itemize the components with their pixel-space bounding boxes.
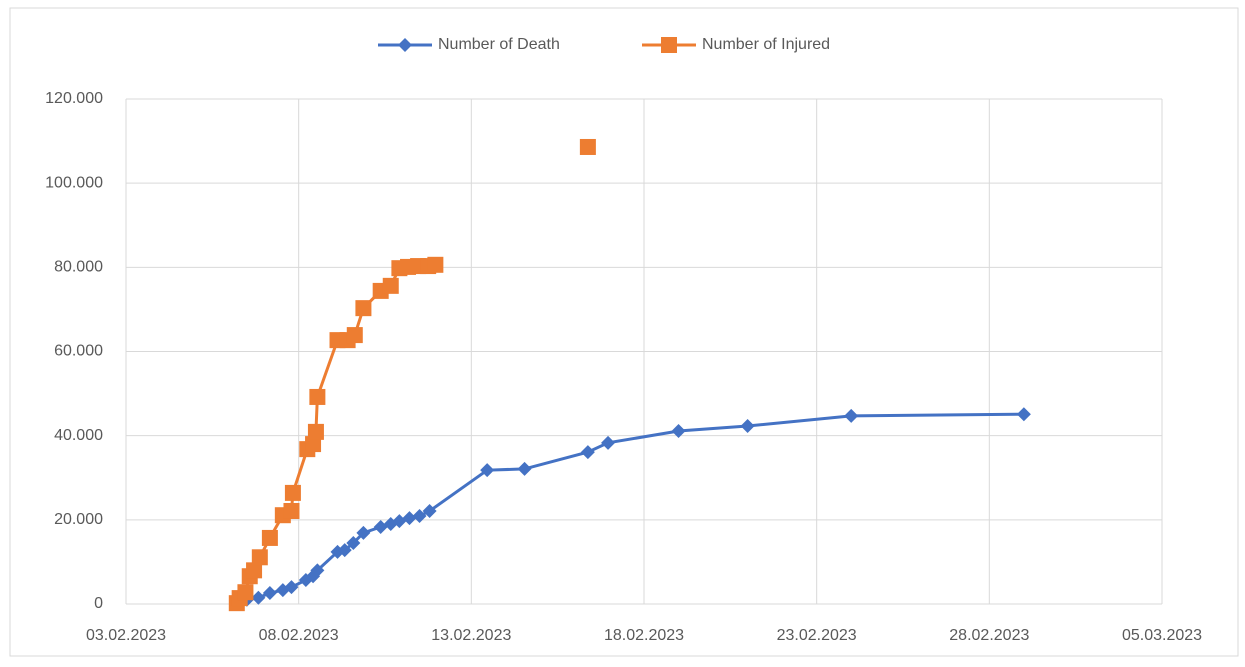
- y-tick-label: 40.000: [54, 427, 103, 444]
- x-tick-label: 28.02.2023: [949, 627, 1029, 644]
- x-tick-label: 13.02.2023: [431, 627, 511, 644]
- marker: [422, 503, 437, 518]
- marker: [284, 484, 301, 501]
- y-tick-label: 80.000: [54, 259, 103, 276]
- y-tick-label: 100.000: [45, 174, 103, 191]
- marker: [402, 511, 417, 526]
- legend-marker: [398, 38, 412, 52]
- marker: [284, 580, 299, 595]
- chart-border: [9, 7, 1239, 657]
- marker: [283, 502, 300, 519]
- marker: [251, 549, 268, 566]
- y-tick-label: 60.000: [54, 343, 103, 360]
- marker: [307, 423, 324, 440]
- marker: [262, 586, 277, 601]
- marker: [346, 535, 361, 550]
- marker: [355, 300, 372, 317]
- marker: [305, 436, 322, 453]
- y-tick-label: 0: [94, 595, 103, 612]
- marker: [261, 529, 278, 546]
- marker: [246, 562, 263, 579]
- marker: [1016, 407, 1031, 422]
- marker: [310, 563, 325, 578]
- x-tick-label: 03.02.2023: [86, 627, 166, 644]
- marker: [392, 514, 407, 529]
- marker: [740, 418, 755, 433]
- marker: [579, 138, 596, 155]
- x-tick-label: 18.02.2023: [604, 627, 684, 644]
- marker: [601, 435, 616, 450]
- marker: [844, 408, 859, 423]
- legend-marker: [661, 37, 677, 53]
- marker: [309, 388, 326, 405]
- marker: [580, 445, 595, 460]
- x-tick-label: 08.02.2023: [259, 627, 339, 644]
- y-tick-label: 20.000: [54, 511, 103, 528]
- marker: [480, 463, 495, 478]
- marker: [356, 525, 371, 540]
- marker: [337, 543, 352, 558]
- marker: [251, 590, 266, 605]
- y-tick-label: 120.000: [45, 90, 103, 107]
- marker: [237, 584, 254, 601]
- marker: [373, 519, 388, 534]
- marker: [412, 509, 427, 524]
- marker: [517, 461, 532, 476]
- x-tick-label: 05.03.2023: [1122, 627, 1202, 644]
- x-tick-label: 23.02.2023: [777, 627, 857, 644]
- legend-label: Number of Death: [438, 36, 560, 53]
- marker: [427, 256, 444, 273]
- marker: [346, 327, 363, 344]
- marker: [382, 277, 399, 294]
- marker: [671, 424, 686, 439]
- legend-label: Number of Injured: [702, 36, 830, 53]
